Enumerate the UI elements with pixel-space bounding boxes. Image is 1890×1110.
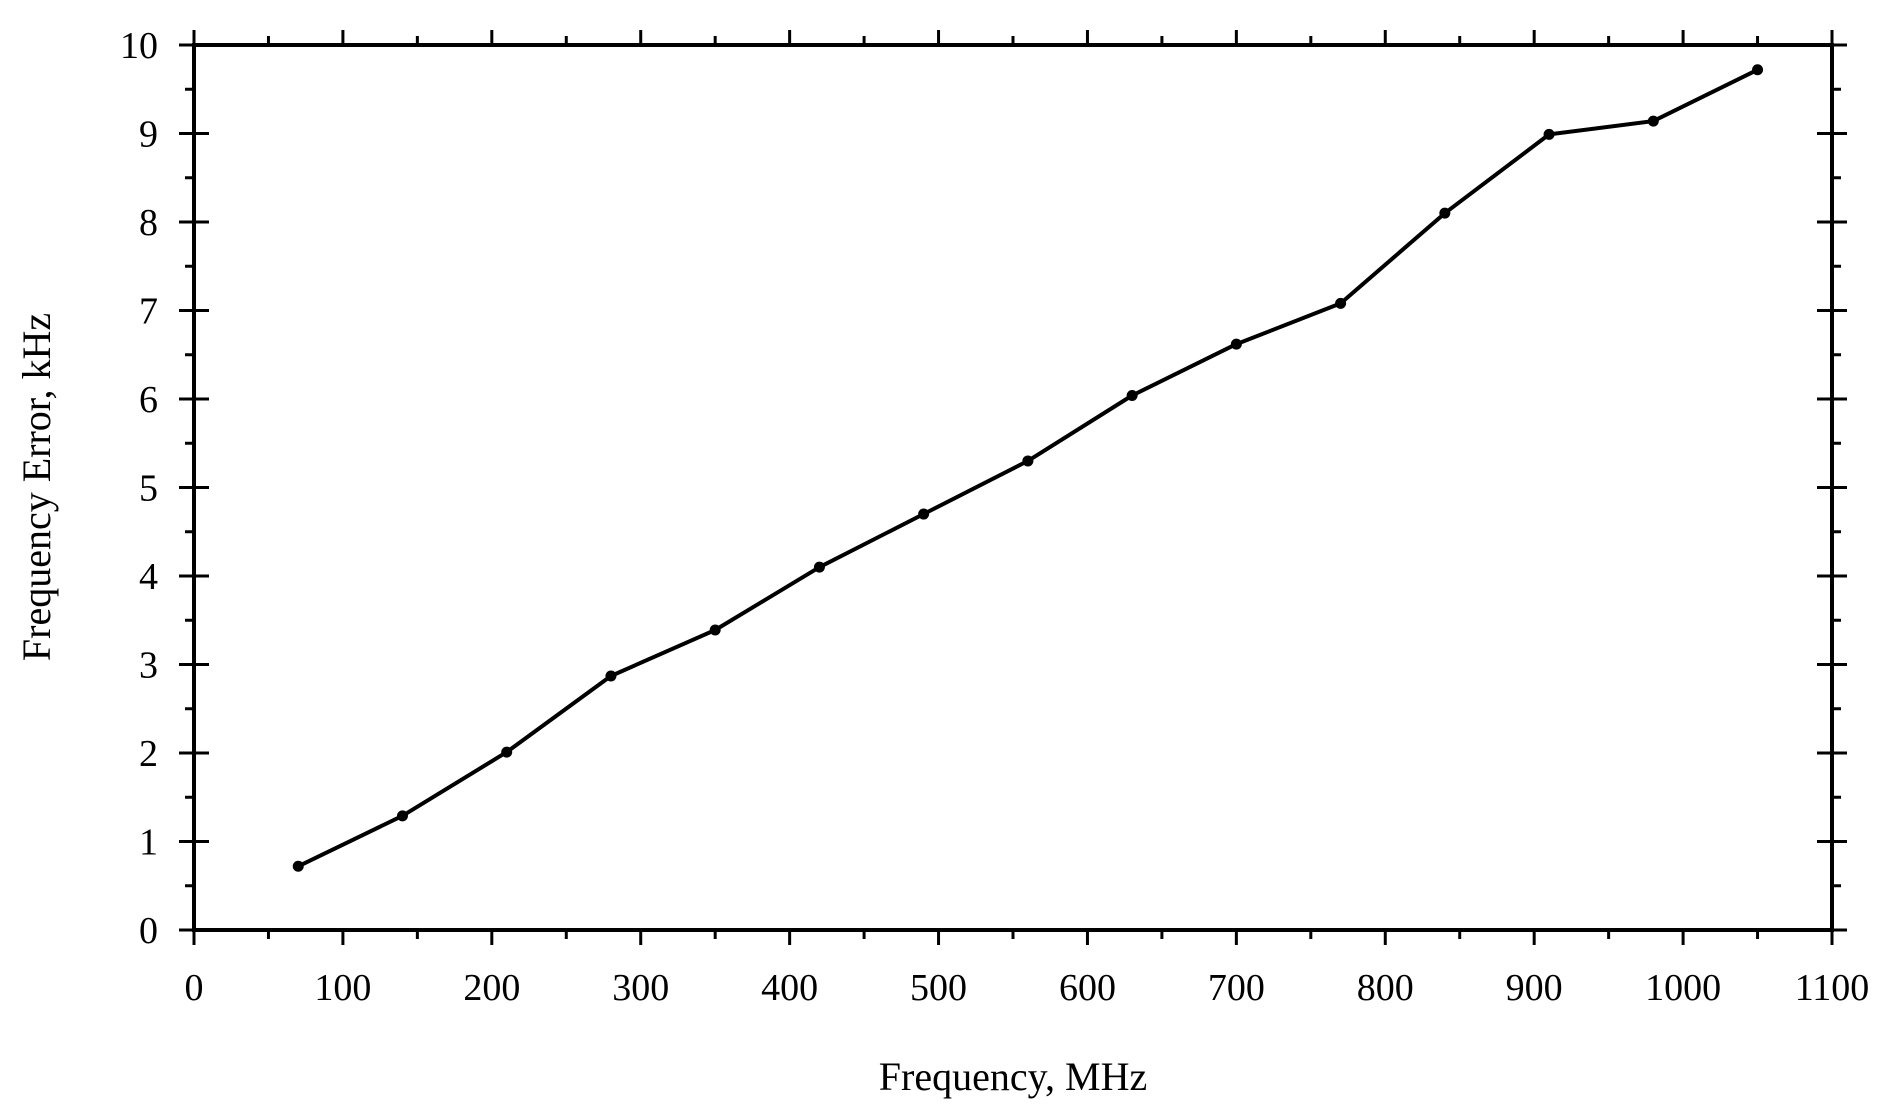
data-point	[605, 670, 617, 682]
x-tick-label: 1100	[1795, 967, 1870, 1009]
x-tick-label: 900	[1506, 967, 1563, 1009]
y-axis-title: Frequency Error, kHz	[14, 313, 59, 661]
x-tick-label: 300	[612, 967, 669, 1009]
x-tick-label: 0	[185, 967, 204, 1009]
data-point	[1647, 115, 1659, 127]
x-tick-label: 700	[1208, 967, 1265, 1009]
data-point	[1752, 64, 1764, 76]
y-tick-label: 4	[139, 556, 158, 598]
data-point	[292, 860, 304, 872]
y-tick-label: 3	[139, 645, 158, 687]
x-tick-label: 200	[463, 967, 520, 1009]
y-tick-label: 7	[139, 291, 158, 333]
data-point	[1439, 207, 1451, 219]
data-point	[396, 810, 408, 822]
y-tick-label: 9	[139, 114, 158, 156]
labels-layer: 0 100 200 300 400 500 600 700 800 900 1000 1100 0 1 2 3…	[120, 25, 1869, 1009]
data-point	[1543, 128, 1555, 140]
x-tick-label: 400	[761, 967, 818, 1009]
data-point	[1022, 455, 1034, 467]
x-tick-label: 600	[1059, 967, 1116, 1009]
data-point	[501, 746, 513, 758]
y-tick-label: 6	[139, 379, 158, 421]
data-point	[1335, 297, 1347, 309]
data-point	[1126, 389, 1138, 401]
y-tick-label: 8	[139, 202, 158, 244]
data-point	[709, 624, 721, 636]
x-tick-label: 800	[1357, 967, 1414, 1009]
plot-frame	[192, 43, 1834, 932]
x-tick-label: 1000	[1645, 967, 1721, 1009]
series-line	[297, 68, 1759, 869]
x-axis-title: Frequency, MHz	[879, 1054, 1147, 1099]
series-layer	[292, 64, 1764, 872]
data-point	[1230, 338, 1242, 350]
x-tick-label: 500	[910, 967, 967, 1009]
y-tick-label: 10	[120, 25, 158, 67]
ticks-layer	[179, 30, 1847, 945]
data-point	[813, 561, 825, 573]
y-tick-label: 5	[139, 468, 158, 510]
y-tick-label: 2	[139, 733, 158, 775]
data-point	[918, 508, 930, 520]
y-tick-label: 0	[139, 910, 158, 952]
x-tick-label: 100	[314, 967, 371, 1009]
y-tick-label: 1	[139, 822, 158, 864]
